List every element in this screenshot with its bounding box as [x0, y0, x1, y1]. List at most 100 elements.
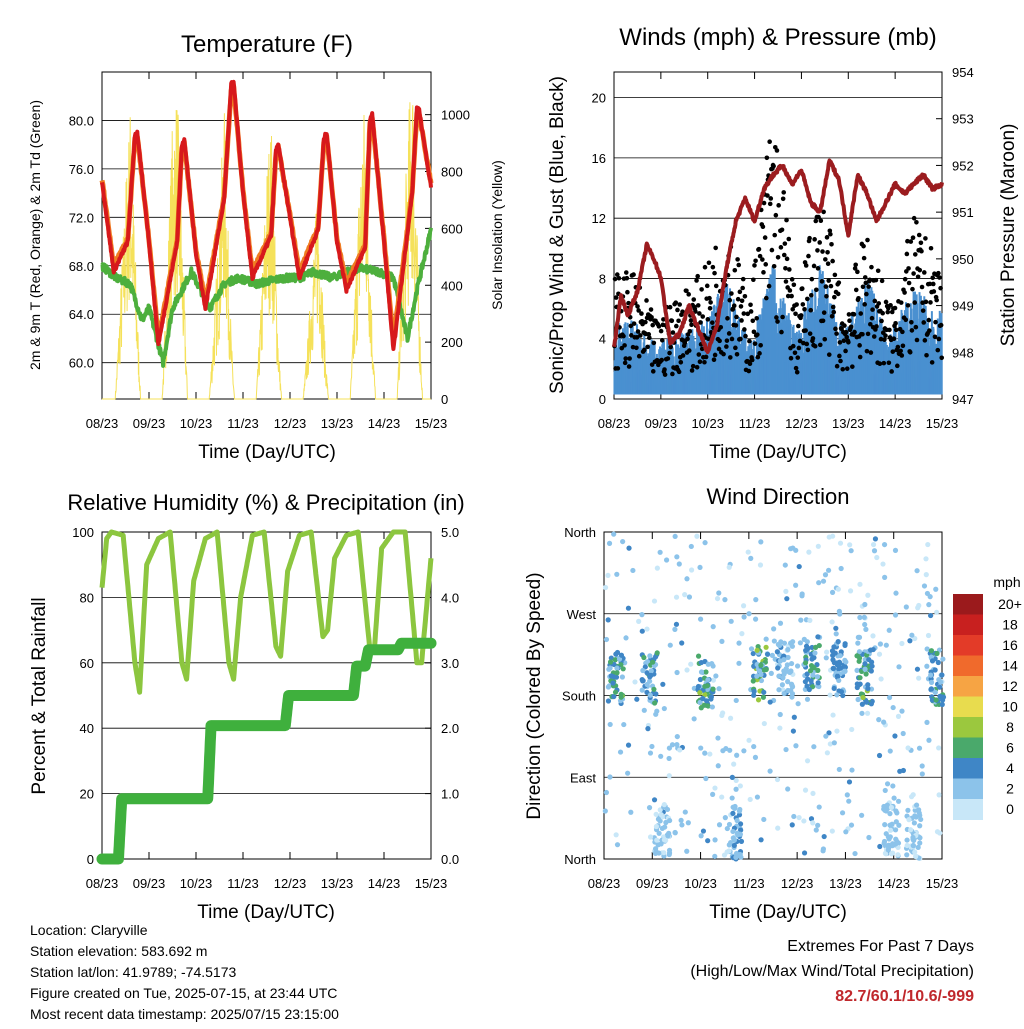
direction-point [685, 820, 691, 826]
gust-point [747, 338, 752, 344]
gust-point [893, 327, 899, 333]
x-tick-label: 15/23 [926, 416, 959, 431]
gust-point [696, 352, 702, 357]
x-tick-label: 09/23 [133, 416, 166, 431]
direction-point [827, 692, 833, 698]
legend-swatch [953, 614, 983, 636]
direction-point [928, 612, 934, 619]
gust-point [726, 331, 732, 336]
x-tick-label: 08/23 [588, 876, 621, 891]
y2-tick-label: 800 [441, 165, 463, 180]
direction-point [887, 827, 894, 833]
direction-point [650, 659, 656, 665]
direction-point [936, 676, 942, 683]
direction-point [868, 701, 874, 707]
direction-point [829, 619, 835, 625]
gust-point [889, 369, 894, 374]
gust-point [911, 271, 916, 276]
gust-point [868, 350, 874, 355]
direction-point [887, 822, 893, 828]
legend-swatch [953, 635, 983, 656]
direction-point [763, 666, 769, 673]
direction-point [895, 852, 901, 858]
direction-point [785, 679, 791, 685]
direction-point [644, 681, 650, 688]
gust-point [813, 218, 819, 224]
gust-point [741, 311, 747, 316]
gust-point [771, 163, 776, 169]
direction-point [761, 689, 767, 695]
direction-point [855, 696, 861, 703]
direction-point [752, 616, 759, 622]
x-tick-label: 10/23 [691, 416, 724, 431]
direction-point [857, 581, 863, 587]
gust-point [668, 344, 673, 350]
gust-point [694, 278, 699, 283]
gust-point [800, 302, 806, 307]
gust-point [822, 336, 828, 342]
direction-point [731, 837, 738, 843]
direction-point [771, 626, 777, 632]
direction-point [684, 576, 690, 582]
gust-point [670, 330, 676, 335]
direction-point [714, 595, 721, 602]
gust-point [779, 227, 785, 233]
direction-point [751, 692, 757, 698]
direction-point [915, 605, 921, 611]
gust-point [774, 148, 780, 153]
gust-point [745, 311, 751, 317]
y2-tick-label: 948 [952, 345, 974, 360]
direction-point [738, 838, 745, 844]
gust-point [643, 319, 648, 325]
direction-point [883, 831, 889, 837]
direction-point [816, 580, 822, 586]
gust-point [928, 245, 934, 251]
gust-point [899, 353, 905, 358]
direction-point [802, 660, 809, 666]
direction-point [628, 809, 634, 815]
direction-point [815, 680, 821, 686]
direction-point [734, 817, 740, 824]
direction-point [788, 660, 795, 667]
gust-point [733, 345, 738, 351]
direction-point [836, 677, 842, 684]
direction-point [678, 817, 684, 823]
direction-point [666, 851, 672, 858]
gust-point [773, 212, 779, 218]
direction-point [872, 536, 879, 542]
gust-point [882, 337, 887, 342]
y2-tick-label: 0.0 [441, 852, 459, 867]
legend-label: 6 [1006, 740, 1014, 756]
direction-point [640, 678, 646, 684]
direction-point [726, 821, 733, 828]
direction-point [836, 766, 842, 773]
gust-point [704, 283, 710, 289]
direction-point [647, 834, 654, 840]
gust-point [895, 344, 901, 350]
gust-point [775, 254, 781, 260]
direction-point [710, 624, 716, 630]
direction-point [607, 721, 613, 728]
gust-point [793, 365, 799, 371]
direction-point [827, 741, 833, 747]
direction-point [703, 775, 709, 782]
extremes-box: Extremes For Past 7 Days (High/Low/Max W… [690, 934, 974, 1009]
direction-point [924, 663, 930, 669]
direction-point [720, 710, 726, 716]
gust-point [670, 371, 675, 377]
gust-point [808, 292, 814, 298]
direction-point [914, 666, 921, 672]
direction-point [815, 634, 821, 640]
direction-point [852, 850, 858, 857]
direction-point [794, 663, 801, 669]
direction-point [880, 561, 886, 567]
y-tick-label: 4 [599, 332, 606, 347]
gust-point [695, 273, 700, 279]
gust-point [742, 293, 748, 299]
gust-point [802, 306, 807, 312]
gust-point [906, 280, 912, 286]
direction-point [815, 667, 821, 673]
wind-direction-xlabel: Time (Day/UTC) [709, 902, 847, 923]
gust-point [615, 366, 621, 371]
direction-point [793, 743, 799, 749]
